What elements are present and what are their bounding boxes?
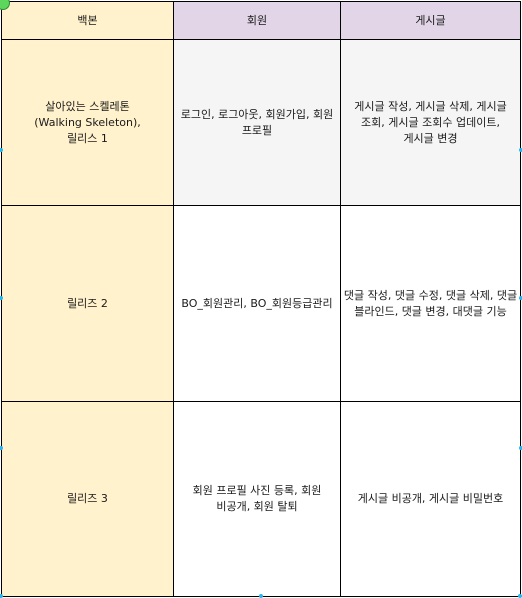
selection-handle-icon[interactable] [519, 446, 522, 450]
selection-handle-icon[interactable] [0, 296, 3, 300]
row-release-3-post[interactable]: 게시글 비공개, 게시글 비밀번호 [341, 402, 521, 597]
row-release-3-member[interactable]: 회원 프로필 사진 등록, 회원 비공개, 회원 탈퇴 [174, 402, 341, 597]
selection-handle-icon[interactable] [0, 594, 3, 598]
row-release-1-post[interactable]: 게시글 작성, 게시글 삭제, 게시글 조회, 게시글 조회수 업데이트, 게시… [341, 40, 521, 206]
selection-handle-icon[interactable] [519, 296, 522, 300]
header-backbone[interactable]: 백본 [1, 1, 174, 40]
row-release-1-member[interactable]: 로그인, 로그아웃, 회원가입, 회원 프로필 [174, 40, 341, 206]
row-release-2-member[interactable]: BO_회원관리, BO_회원등급관리 [174, 206, 341, 402]
selection-handle-icon[interactable] [0, 446, 3, 450]
selection-handle-icon[interactable] [0, 148, 3, 152]
connection-point-icon[interactable] [0, 0, 10, 10]
selection-handle-icon[interactable] [519, 148, 522, 152]
row-release-2-post[interactable]: 댓글 작성, 댓글 수정, 댓글 삭제, 댓글 블라인드, 댓글 변경, 대댓글… [341, 206, 521, 402]
row-release-2-backbone[interactable]: 릴리즈 2 [1, 206, 174, 402]
selection-handle-icon[interactable] [518, 594, 522, 598]
row-release-1-backbone[interactable]: 살아있는 스켈레톤 (Walking Skeleton), 릴리스 1 [1, 40, 174, 206]
header-post[interactable]: 게시글 [341, 1, 521, 40]
row-release-3-backbone[interactable]: 릴리즈 3 [1, 402, 174, 597]
header-member[interactable]: 회원 [174, 1, 341, 40]
selection-handle-icon[interactable] [259, 594, 263, 598]
